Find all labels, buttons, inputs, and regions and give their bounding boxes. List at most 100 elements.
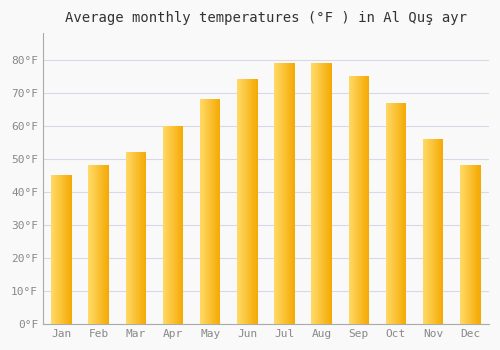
Bar [205, 99, 206, 324]
Bar [59, 175, 60, 324]
Bar [368, 76, 369, 324]
Bar [328, 63, 329, 324]
Bar [350, 76, 351, 324]
Bar [247, 79, 248, 324]
Bar [63, 175, 64, 324]
Bar [250, 79, 251, 324]
Bar [435, 139, 436, 324]
Bar [129, 152, 130, 324]
Bar [293, 63, 294, 324]
Bar [102, 166, 103, 324]
Bar [466, 166, 467, 324]
Bar [168, 126, 169, 324]
Bar [100, 166, 101, 324]
Bar [285, 63, 286, 324]
Bar [165, 126, 166, 324]
Bar [70, 175, 72, 324]
Bar [282, 63, 283, 324]
Bar [276, 63, 277, 324]
Bar [138, 152, 139, 324]
Bar [175, 126, 176, 324]
Bar [207, 99, 208, 324]
Bar [330, 63, 331, 324]
Bar [432, 139, 433, 324]
Bar [437, 139, 438, 324]
Bar [54, 175, 55, 324]
Bar [319, 63, 320, 324]
Bar [367, 76, 368, 324]
Bar [170, 126, 171, 324]
Bar [364, 76, 365, 324]
Bar [255, 79, 256, 324]
Bar [201, 99, 202, 324]
Bar [182, 126, 184, 324]
Bar [352, 76, 353, 324]
Bar [464, 166, 465, 324]
Bar [248, 79, 249, 324]
Bar [322, 63, 323, 324]
Bar [359, 76, 360, 324]
Bar [431, 139, 432, 324]
Bar [433, 139, 434, 324]
Bar [103, 166, 104, 324]
Bar [241, 79, 242, 324]
Bar [216, 99, 217, 324]
Bar [398, 103, 399, 324]
Bar [238, 79, 239, 324]
Bar [357, 76, 358, 324]
Bar [284, 63, 285, 324]
Bar [291, 63, 292, 324]
Bar [208, 99, 209, 324]
Bar [93, 166, 94, 324]
Bar [428, 139, 429, 324]
Bar [349, 76, 350, 324]
Bar [280, 63, 281, 324]
Bar [399, 103, 400, 324]
Bar [323, 63, 324, 324]
Bar [254, 79, 255, 324]
Bar [366, 76, 367, 324]
Bar [167, 126, 168, 324]
Bar [69, 175, 70, 324]
Bar [127, 152, 128, 324]
Bar [128, 152, 129, 324]
Bar [290, 63, 291, 324]
Bar [361, 76, 362, 324]
Bar [388, 103, 389, 324]
Bar [348, 76, 349, 324]
Bar [95, 166, 96, 324]
Bar [178, 126, 179, 324]
Bar [169, 126, 170, 324]
Bar [242, 79, 243, 324]
Bar [179, 126, 180, 324]
Bar [353, 76, 354, 324]
Bar [131, 152, 132, 324]
Bar [426, 139, 427, 324]
Bar [439, 139, 440, 324]
Bar [325, 63, 326, 324]
Bar [315, 63, 316, 324]
Bar [467, 166, 468, 324]
Bar [402, 103, 403, 324]
Bar [434, 139, 435, 324]
Bar [472, 166, 473, 324]
Bar [316, 63, 317, 324]
Bar [469, 166, 470, 324]
Bar [392, 103, 393, 324]
Bar [210, 99, 211, 324]
Bar [96, 166, 97, 324]
Bar [202, 99, 203, 324]
Bar [327, 63, 328, 324]
Bar [180, 126, 181, 324]
Title: Average monthly temperatures (°F ) in Al Quş ayr: Average monthly temperatures (°F ) in Al… [65, 11, 467, 25]
Bar [249, 79, 250, 324]
Bar [65, 175, 66, 324]
Bar [387, 103, 388, 324]
Bar [314, 63, 315, 324]
Bar [137, 152, 138, 324]
Bar [246, 79, 247, 324]
Bar [60, 175, 61, 324]
Bar [134, 152, 135, 324]
Bar [219, 99, 220, 324]
Bar [130, 152, 131, 324]
